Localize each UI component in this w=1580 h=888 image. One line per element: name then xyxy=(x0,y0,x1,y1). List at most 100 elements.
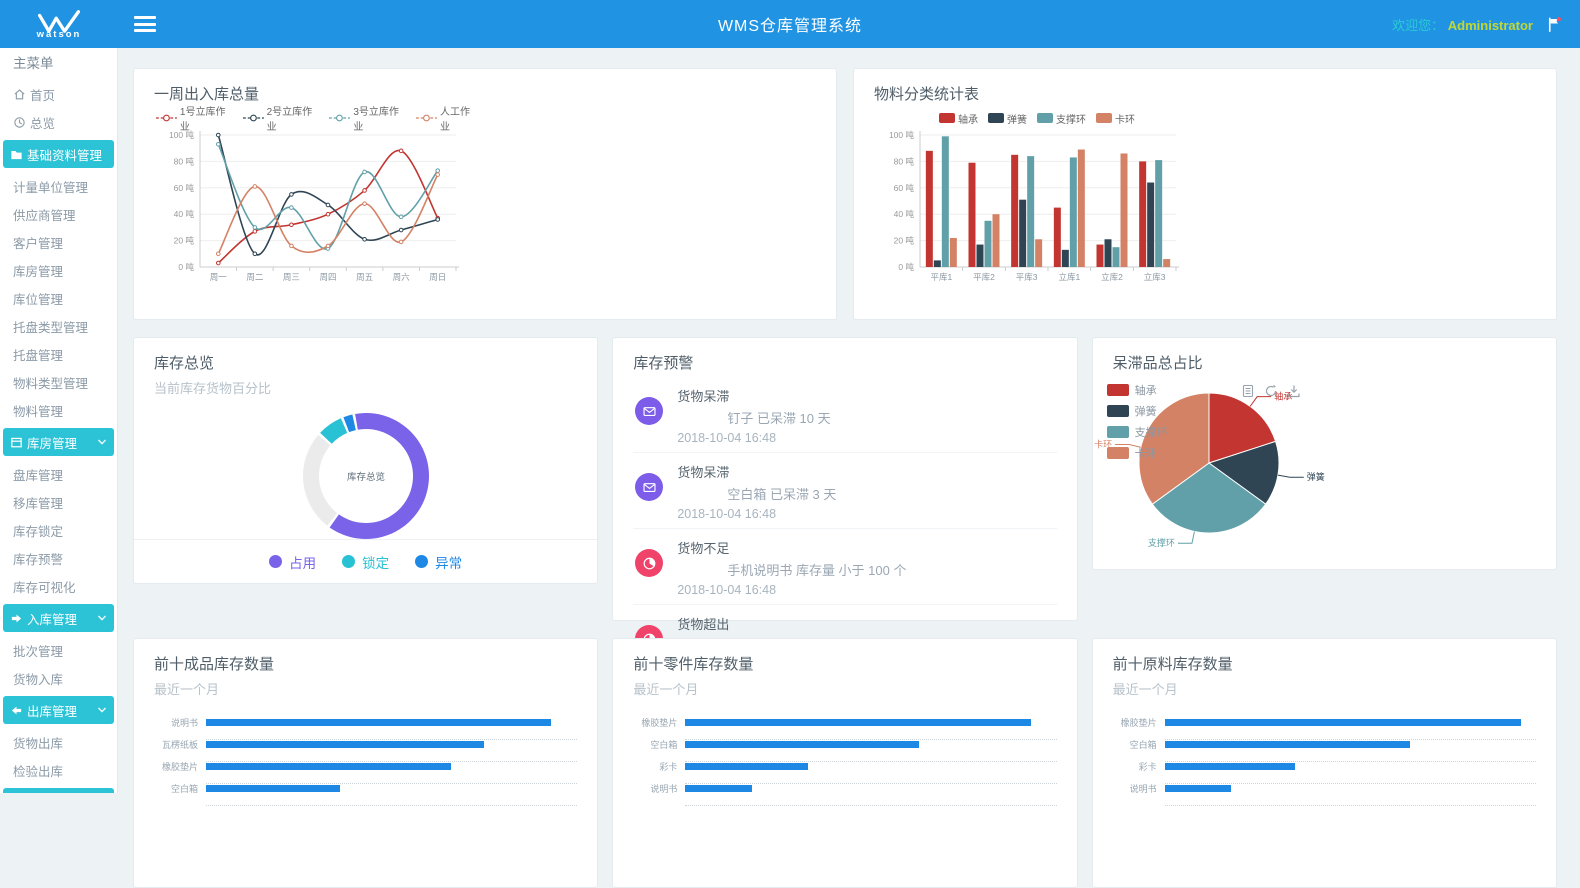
legend-item[interactable]: 卡环 xyxy=(1096,111,1135,126)
chevron-down-icon xyxy=(97,614,107,622)
sidebar-item-label: 计量单位管理 xyxy=(13,177,88,196)
notification-flag-icon[interactable] xyxy=(1545,15,1564,34)
legend-item[interactable]: 支撑环 xyxy=(1037,111,1086,126)
legend-item[interactable]: 弹簧 xyxy=(988,111,1027,126)
sidebar-item[interactable]: 检验出库 xyxy=(0,756,117,784)
card-inventory-title: 库存总览 xyxy=(154,352,577,373)
alert-desc: 钉子 已呆滞 10 天 xyxy=(677,408,830,427)
download-icon[interactable] xyxy=(1287,384,1301,398)
svg-text:20 吨: 20 吨 xyxy=(894,236,915,246)
legend-item[interactable]: 1号立库作业 xyxy=(156,103,233,133)
sidebar-item[interactable]: 入库管理 xyxy=(3,604,114,632)
alert-timestamp: 2018-10-04 16:48 xyxy=(677,507,836,521)
hbar-fill xyxy=(685,763,808,770)
hbar-label: 瓦楞纸板 xyxy=(154,740,206,762)
card-stagnant-title: 呆滞品总占比 xyxy=(1113,352,1536,373)
outbound-icon xyxy=(10,704,23,717)
home-icon xyxy=(13,88,26,101)
sidebar-item-label: 出库管理 xyxy=(27,701,77,720)
sidebar-item[interactable]: 移库管理 xyxy=(0,488,117,516)
sidebar-item[interactable]: 总览 xyxy=(0,108,117,136)
hbar-label: 橡胶垫片 xyxy=(1113,718,1165,740)
legend-item[interactable]: 异常 xyxy=(415,552,462,572)
sidebar-item[interactable]: 货物入库 xyxy=(0,664,117,692)
alert-title: 货物呆滞 xyxy=(677,386,830,405)
sidebar-item[interactable]: 首页 xyxy=(0,80,117,108)
sidebar-item-label: 基础资料管理 xyxy=(27,145,102,164)
stagnant-legend: 轴承弹簧支撑环卡环 xyxy=(1107,382,1168,461)
hbar-fill xyxy=(1165,763,1295,770)
hbar-label: 橡胶垫片 xyxy=(154,762,206,784)
sidebar-item[interactable]: 库位管理 xyxy=(0,284,117,312)
sidebar-item-label: 货物出库 xyxy=(13,733,63,752)
sidebar-item-label: 检验出库 xyxy=(13,761,63,780)
hbar-track xyxy=(685,740,1056,762)
sidebar-item[interactable]: 货物出库 xyxy=(0,728,117,756)
sidebar-item-label: 物料管理 xyxy=(13,401,63,420)
legend-item[interactable]: 2号立库作业 xyxy=(243,103,320,133)
hbar-label: 说明书 xyxy=(633,784,685,806)
menu-toggle-button[interactable] xyxy=(134,16,156,32)
sidebar-item[interactable]: 库房管理 xyxy=(3,428,114,456)
legend-item[interactable]: 占用 xyxy=(269,552,316,572)
legend-item[interactable]: 人工作业 xyxy=(416,103,478,133)
svg-text:周一: 周一 xyxy=(210,272,228,282)
card-stagnant-ratio: 呆滞品总占比 轴承弹簧支撑环卡环 轴承弹簧支撑环卡环 xyxy=(1092,337,1557,570)
svg-text:80 吨: 80 吨 xyxy=(894,156,915,166)
sidebar-item-label: 移库管理 xyxy=(13,493,63,512)
sidebar-item[interactable]: 托盘类型管理 xyxy=(0,312,117,340)
hbar-track xyxy=(1165,762,1536,784)
svg-text:0 吨: 0 吨 xyxy=(178,262,194,272)
data-view-icon[interactable] xyxy=(1241,384,1255,398)
card-top-finished-title: 前十成品库存数量 xyxy=(154,653,577,674)
legend-item[interactable]: 支撑环 xyxy=(1107,424,1168,440)
legend-item[interactable]: 锁定 xyxy=(342,552,389,572)
card-material-title: 物料分类统计表 xyxy=(874,83,1536,104)
sidebar-item[interactable]: 客户管理 xyxy=(0,228,117,256)
sidebar-item[interactable]: 库存预警 xyxy=(0,544,117,572)
card-inventory-subtitle: 当前库存货物百分比 xyxy=(154,378,577,397)
sidebar-item[interactable]: 批次管理 xyxy=(0,636,117,664)
sidebar-item[interactable]: 库存可视化 xyxy=(0,572,117,600)
dot-icon xyxy=(269,555,282,568)
material-legend: 轴承弹簧支撑环卡环 xyxy=(876,111,1198,125)
sidebar-item-label: 库房管理 xyxy=(27,433,77,452)
sidebar-item[interactable]: 托盘管理 xyxy=(0,340,117,368)
sidebar-section-title: 主菜单 xyxy=(0,48,117,80)
sidebar-item-label: 库存锁定 xyxy=(13,521,63,540)
sidebar-item[interactable]: 基础资料管理 xyxy=(3,140,114,168)
sidebar-item[interactable]: 物料管理 xyxy=(0,396,117,424)
legend-item[interactable]: 卡环 xyxy=(1107,445,1168,461)
hbar-row: 彩卡 xyxy=(633,762,1056,784)
hbar-fill xyxy=(206,785,340,792)
folder-icon xyxy=(10,148,23,161)
sidebar-item[interactable]: 出库管理 xyxy=(3,696,114,724)
sidebar-item-label: 库存可视化 xyxy=(13,577,76,596)
card-top-finished-subtitle: 最近一个月 xyxy=(154,679,577,698)
legend-item[interactable]: 轴承 xyxy=(939,111,978,126)
sidebar-item[interactable]: 库房管理 xyxy=(0,256,117,284)
restore-icon[interactable] xyxy=(1264,384,1278,398)
card-top-raw-title: 前十原料库存数量 xyxy=(1113,653,1536,674)
inbound-icon xyxy=(10,612,23,625)
svg-text:80 吨: 80 吨 xyxy=(174,156,195,166)
svg-text:40 吨: 40 吨 xyxy=(174,209,195,219)
overview-icon xyxy=(13,116,26,129)
sidebar-item[interactable]: 库存锁定 xyxy=(0,516,117,544)
hbar-label: 说明书 xyxy=(1113,784,1165,806)
svg-text:立库2: 立库2 xyxy=(1101,272,1123,282)
sidebar-item[interactable]: 物料类型管理 xyxy=(0,368,117,396)
sidebar-item[interactable]: 计量单位管理 xyxy=(0,172,117,200)
legend-item[interactable]: 弹簧 xyxy=(1107,403,1168,419)
sidebar-item[interactable]: 供应商管理 xyxy=(0,200,117,228)
chart-toolbox xyxy=(1241,384,1301,398)
sidebar-item-partial[interactable] xyxy=(3,788,114,793)
legend-item[interactable]: 轴承 xyxy=(1107,382,1168,398)
hbar-track xyxy=(1165,718,1536,740)
sidebar-item[interactable]: 盘库管理 xyxy=(0,460,117,488)
legend-item[interactable]: 3号立库作业 xyxy=(329,103,406,133)
